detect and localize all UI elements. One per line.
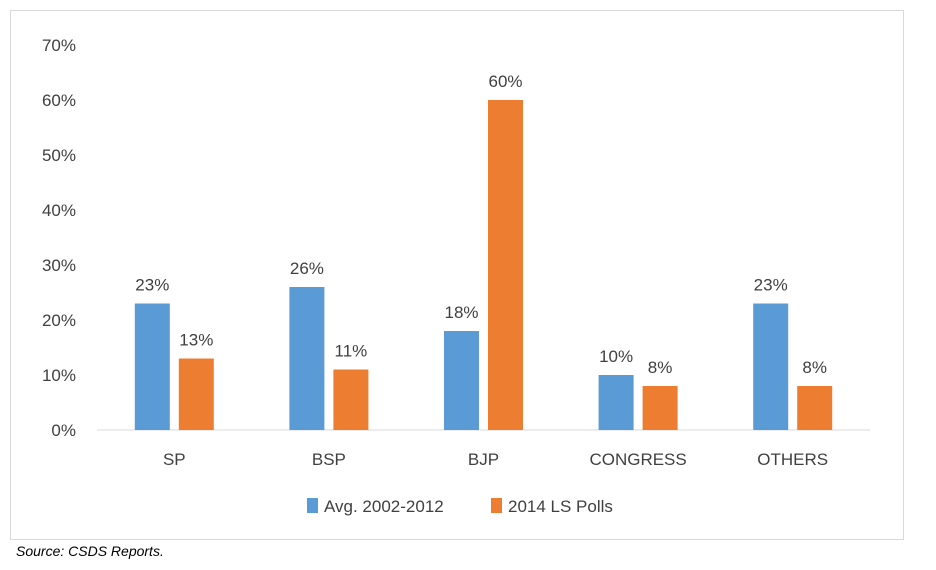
legend-label: Avg. 2002-2012 [324,497,444,516]
bar-avg-bjp [444,331,479,430]
y-tick-label: 30% [42,256,76,275]
data-label: 26% [290,259,324,278]
bar-avg-congress [598,375,634,430]
bar-avg-sp [134,303,170,430]
source-note: Source: CSDS Reports. [16,543,164,559]
x-category-label: CONGRESS [589,450,686,469]
x-category-label: SP [163,450,186,469]
data-label: 18% [444,303,478,322]
x-category-label: BJP [468,450,499,469]
data-label: 60% [488,72,522,91]
bar-avg-bsp [289,287,325,430]
y-tick-label: 60% [42,91,76,110]
y-tick-label: 50% [42,146,76,165]
chart-frame [10,10,904,540]
legend-swatch [307,498,318,513]
bar-ls2014-bsp [333,369,369,430]
x-category-label: BSP [312,450,346,469]
bar-ls2014-others [797,386,833,430]
y-tick-label: 40% [42,201,76,220]
x-category-label: OTHERS [757,450,828,469]
data-label: 10% [599,347,633,366]
y-tick-label: 20% [42,311,76,330]
bar-ls2014-congress [642,386,678,430]
data-label: 8% [648,358,673,377]
data-label: 8% [802,358,827,377]
data-label: 23% [135,276,169,295]
bar-ls2014-sp [178,358,214,430]
data-label: 23% [754,276,788,295]
legend-label: 2014 LS Polls [508,497,613,516]
y-tick-label: 10% [42,366,76,385]
bar-avg-others [753,303,789,430]
y-tick-label: 70% [42,36,76,55]
legend-swatch [491,498,502,513]
bar-ls2014-bjp [488,100,523,430]
data-label: 11% [335,342,368,361]
data-label: 13% [179,331,213,350]
y-tick-label: 0% [51,421,76,440]
